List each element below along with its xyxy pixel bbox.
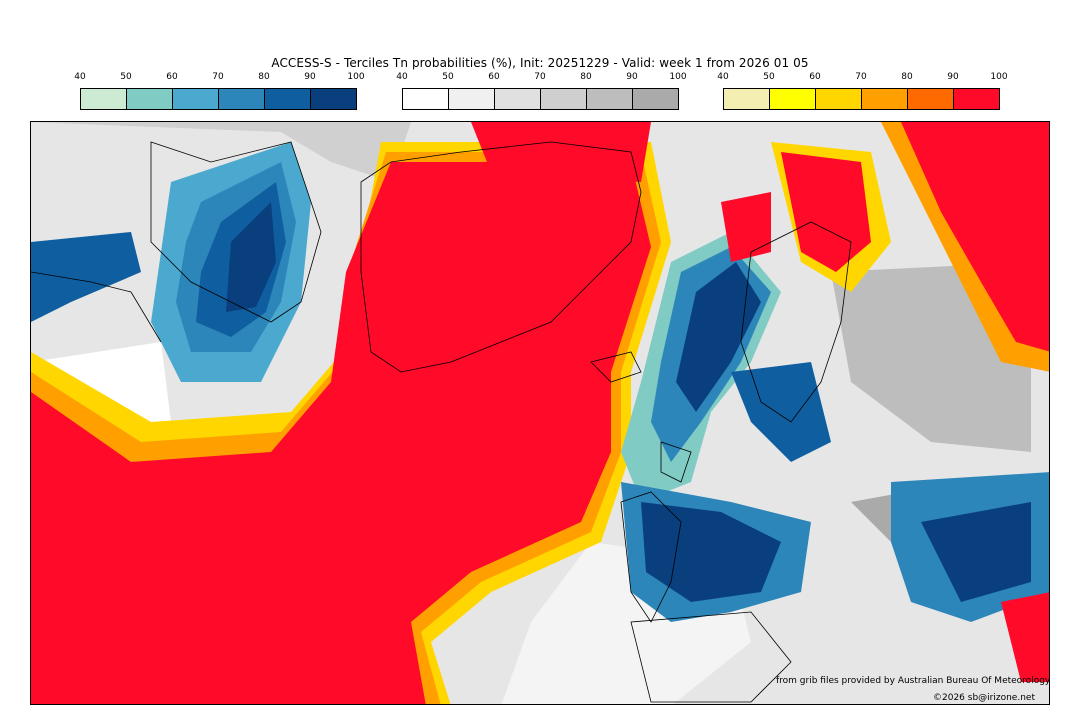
warm-anomaly-atlantic <box>31 122 671 704</box>
colorbar-above <box>723 88 1000 110</box>
tick-label: 80 <box>901 72 913 82</box>
colorbar-segment <box>127 89 173 109</box>
colorbar-above-ticks: 40 50 60 70 80 90 100 <box>717 72 1007 84</box>
colorbar-segment <box>265 89 311 109</box>
colorbar-segment <box>816 89 862 109</box>
tick-label: 70 <box>534 72 546 82</box>
colorbar-segment <box>908 89 954 109</box>
colorbar-segment <box>724 89 770 109</box>
tick-label: 60 <box>809 72 821 82</box>
map-title: ACCESS-S - Terciles Tn probabilities (%)… <box>271 56 809 70</box>
colorbar-segment <box>81 89 127 109</box>
grey-region <box>31 122 411 182</box>
tick-label: 60 <box>488 72 500 82</box>
cold-anomaly-europe <box>621 232 1049 622</box>
tick-label: 100 <box>669 72 687 82</box>
map-canvas <box>31 122 1049 704</box>
tick-label: 90 <box>947 72 959 82</box>
colorbar-near-ticks: 40 50 60 70 80 90 100 <box>396 72 686 84</box>
tick-label: 80 <box>580 72 592 82</box>
tick-label: 90 <box>304 72 316 82</box>
tick-label: 50 <box>763 72 775 82</box>
colorbar-below <box>80 88 357 110</box>
colorbar-segment <box>770 89 816 109</box>
tick-label: 60 <box>166 72 178 82</box>
colorbar-segment <box>633 89 678 109</box>
copyright-credit: ©2026 sb@irizone.net <box>933 693 1035 703</box>
tick-label: 80 <box>258 72 270 82</box>
tick-label: 50 <box>442 72 454 82</box>
colorbar-segment <box>219 89 265 109</box>
colorbar-segment <box>587 89 633 109</box>
colorbar-segment <box>954 89 999 109</box>
data-source-credit: from grib files provided by Australian B… <box>776 676 1051 686</box>
colorbar-segment <box>173 89 219 109</box>
colorbar-near <box>402 88 679 110</box>
colorbar-segment <box>495 89 541 109</box>
tick-label: 90 <box>626 72 638 82</box>
colorbar-segment <box>311 89 356 109</box>
tick-label: 100 <box>347 72 365 82</box>
colorbar-segment <box>862 89 908 109</box>
warm-anomaly-northeast <box>721 122 1049 682</box>
probability-map[interactable] <box>30 121 1050 705</box>
tick-label: 40 <box>396 72 408 82</box>
colorbar-segment <box>449 89 495 109</box>
tick-label: 70 <box>855 72 867 82</box>
colorbar-below-ticks: 40 50 60 70 80 90 100 <box>74 72 364 84</box>
tick-label: 70 <box>212 72 224 82</box>
coastlines <box>31 141 852 703</box>
tick-label: 50 <box>120 72 132 82</box>
tick-label: 40 <box>74 72 86 82</box>
tick-label: 100 <box>990 72 1008 82</box>
colorbar-segment <box>541 89 587 109</box>
tick-label: 40 <box>717 72 729 82</box>
colorbar-segment <box>403 89 449 109</box>
